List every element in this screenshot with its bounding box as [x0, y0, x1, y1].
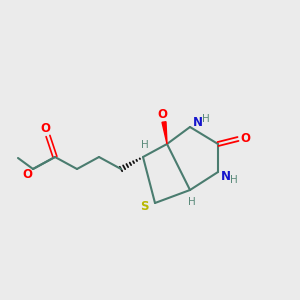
Text: H: H	[188, 197, 196, 207]
Text: O: O	[157, 109, 167, 122]
Text: H: H	[202, 114, 210, 124]
Text: H: H	[230, 175, 238, 185]
Polygon shape	[162, 122, 167, 144]
Text: H: H	[141, 140, 149, 150]
Text: N: N	[193, 116, 203, 128]
Text: N: N	[221, 170, 231, 184]
Text: O: O	[240, 131, 250, 145]
Text: O: O	[22, 169, 32, 182]
Text: S: S	[140, 200, 148, 212]
Text: O: O	[40, 122, 50, 134]
